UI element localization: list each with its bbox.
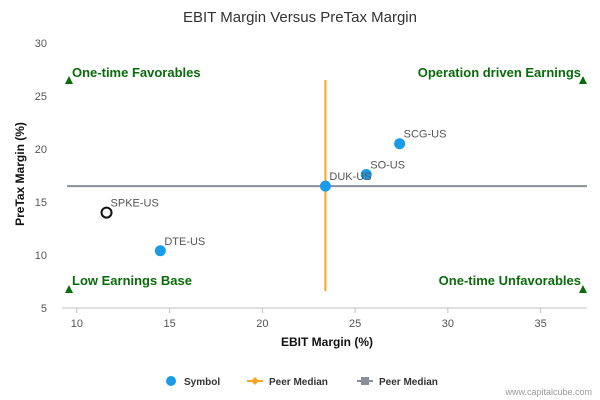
chart-title: EBIT Margin Versus PreTax Margin	[183, 9, 417, 26]
y-tick-label: 5	[41, 303, 47, 315]
legend-symbol-marker[interactable]	[166, 376, 176, 386]
y-tick-label: 30	[35, 38, 47, 50]
y-tick-label: 15	[35, 197, 47, 209]
quadrant-label-top-left: One-time Favorables	[72, 65, 201, 80]
x-tick-label: 35	[534, 318, 546, 330]
legend-peer-median-horizontal-label[interactable]: Peer Median	[379, 377, 438, 388]
data-point-label: SO-US	[370, 159, 405, 171]
data-point	[360, 168, 372, 180]
quadrant-label-top-right: Operation driven Earnings	[418, 65, 581, 80]
x-tick-label: 30	[442, 318, 454, 330]
legend-peer-median-horizontal-marker[interactable]	[361, 377, 369, 385]
data-point-label: SCG-US	[404, 129, 447, 141]
x-tick-label: 25	[349, 318, 361, 330]
legend: Symbol Peer Median Peer Median	[166, 376, 438, 388]
data-point	[154, 245, 166, 257]
quadrant-markers: One-time Favorables Operation driven Ear…	[65, 65, 587, 293]
data-point	[319, 180, 331, 192]
y-axis-title: PreTax Margin (%)	[13, 122, 27, 226]
quadrant-triangle-bottom-left	[65, 285, 73, 293]
data-point-label: DTE-US	[164, 236, 205, 248]
credit-text[interactable]: www.capitalcube.com	[504, 387, 592, 397]
y-axis-ticks: 5 10 15 20 25 30	[35, 38, 47, 315]
legend-symbol-label[interactable]: Symbol	[184, 377, 220, 388]
quadrant-label-bottom-left: Low Earnings Base	[72, 273, 192, 288]
x-axis-ticks: 10 15 20 25 30 35	[71, 308, 547, 330]
y-tick-label: 25	[35, 91, 47, 103]
quadrant-triangle-top-right	[579, 76, 587, 84]
x-axis-title: EBIT Margin (%)	[281, 335, 373, 349]
y-tick-label: 20	[35, 144, 47, 156]
data-point	[100, 206, 113, 219]
quadrant-triangle-bottom-right	[579, 285, 587, 293]
y-tick-label: 10	[35, 250, 47, 262]
quadrant-label-bottom-right: One-time Unfavorables	[439, 273, 581, 288]
data-point-label: SPKE-US	[111, 198, 159, 210]
legend-peer-median-vertical-marker[interactable]	[251, 377, 259, 385]
x-tick-label: 15	[163, 318, 175, 330]
data-point-label: DUK-US	[329, 171, 371, 183]
quadrant-triangle-top-left	[65, 76, 73, 84]
x-tick-label: 20	[256, 318, 268, 330]
legend-peer-median-vertical-label[interactable]: Peer Median	[269, 377, 328, 388]
x-tick-label: 10	[71, 318, 83, 330]
data-point	[394, 138, 406, 150]
